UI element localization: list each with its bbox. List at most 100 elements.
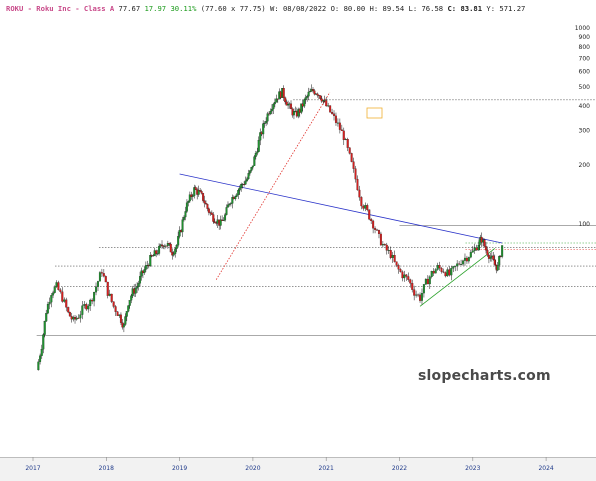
candle-body: [352, 161, 355, 169]
candle-body: [177, 236, 180, 246]
candle-body: [385, 244, 388, 251]
bar-date: 08/08/2022: [282, 4, 327, 13]
candle-body: [333, 113, 336, 116]
candle-body: [184, 211, 187, 218]
candle-body: [269, 110, 272, 115]
candle-body: [440, 267, 443, 272]
candle-body: [102, 273, 105, 277]
candle-body: [65, 299, 68, 308]
candle-body: [57, 282, 60, 290]
candle-body: [256, 151, 259, 154]
candle-body: [156, 253, 159, 255]
y-label: Y:: [486, 4, 496, 13]
candle-body: [46, 304, 49, 314]
x-tick-label: 2017: [25, 465, 40, 472]
candle-body: [292, 111, 295, 116]
candle-body: [210, 212, 213, 215]
candle-body: [72, 317, 75, 320]
candle-body: [140, 270, 143, 277]
trendline[interactable]: [179, 173, 503, 244]
candle-body: [231, 197, 234, 204]
candle-body: [228, 203, 231, 205]
candle-body: [95, 286, 98, 293]
candle-body: [67, 307, 70, 313]
candle-body: [149, 255, 152, 267]
candle-body: [229, 203, 232, 205]
candle-body: [79, 314, 82, 319]
close-label: C:: [447, 4, 457, 13]
high-value: 89.54: [382, 4, 405, 13]
candle-body: [354, 168, 357, 180]
candle-body: [193, 187, 196, 196]
candle-body: [112, 301, 115, 307]
candle-body: [391, 255, 394, 258]
candle-body: [178, 230, 181, 237]
candle-body: [350, 153, 353, 162]
candle-body: [165, 245, 168, 247]
candle-body: [290, 103, 293, 110]
candle-body: [358, 189, 361, 198]
candle-body: [484, 246, 487, 251]
candle-body: [471, 250, 474, 253]
candle-body: [360, 197, 363, 207]
candle-body: [356, 178, 359, 191]
trendline[interactable]: [215, 92, 331, 280]
y-tick-label: 800: [579, 44, 591, 51]
candle-body: [207, 208, 210, 213]
candle-body: [124, 316, 127, 325]
x-tick-label: 2020: [245, 465, 260, 472]
candle-body: [364, 205, 367, 209]
x-tick-label: 2023: [465, 465, 480, 472]
candle-body: [372, 220, 375, 229]
candle-body: [127, 305, 130, 312]
candle-body: [492, 255, 495, 260]
candle-body: [409, 279, 412, 284]
candle-body: [450, 268, 453, 276]
candle-body: [200, 191, 203, 194]
open-value: 80.00: [343, 4, 366, 13]
candle-body: [307, 91, 310, 97]
candle-body: [206, 204, 209, 209]
candle-body: [191, 195, 194, 197]
candle-body: [219, 219, 222, 226]
candle-body: [143, 269, 146, 274]
candle-body: [114, 306, 117, 312]
candle-body: [212, 214, 215, 222]
trendline[interactable]: [419, 248, 496, 307]
candle-body: [487, 255, 490, 259]
candle-body: [224, 214, 227, 221]
trendlines: [179, 92, 503, 307]
candle-body: [168, 243, 171, 245]
candle-body: [128, 300, 131, 306]
candle-body: [158, 246, 161, 254]
x-tick-label: 2024: [538, 465, 553, 472]
candle-body: [325, 100, 328, 107]
candle-body: [477, 244, 480, 251]
symbol-label: ROKU - Roku Inc - Class A: [6, 4, 115, 13]
candle-body: [234, 196, 237, 200]
candle-body: [175, 245, 178, 249]
candle-body: [39, 355, 42, 362]
candle-body: [130, 295, 133, 301]
candle-body: [389, 250, 392, 258]
low-label: L:: [408, 4, 418, 13]
x-tick-label: 2022: [392, 465, 407, 472]
candle-body: [501, 245, 504, 257]
candle-body: [85, 304, 88, 310]
candle-body: [424, 278, 427, 285]
candle-body: [104, 276, 107, 283]
candle-body: [37, 361, 40, 371]
y-tick-label: 100: [579, 221, 591, 228]
candle-body: [77, 317, 80, 319]
candle-body: [52, 292, 55, 296]
candle-body: [263, 123, 266, 124]
candle-body: [417, 294, 420, 296]
candle-body: [174, 248, 177, 254]
candle-body: [243, 184, 246, 185]
candle-body: [444, 272, 447, 277]
candle-body: [266, 113, 269, 122]
candle-body: [467, 257, 470, 262]
candle-body: [342, 130, 345, 140]
candle-body: [287, 104, 290, 106]
